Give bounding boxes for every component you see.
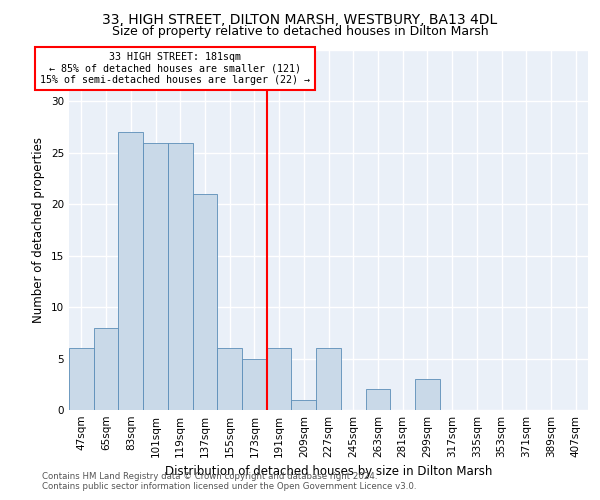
Bar	[365, 390, 390, 410]
Bar	[242, 358, 267, 410]
Text: 33, HIGH STREET, DILTON MARSH, WESTBURY, BA13 4DL: 33, HIGH STREET, DILTON MARSH, WESTBURY,…	[103, 12, 497, 26]
Bar	[69, 348, 94, 410]
Bar	[168, 142, 193, 410]
Bar	[292, 400, 316, 410]
Bar	[143, 142, 168, 410]
Text: Contains public sector information licensed under the Open Government Licence v3: Contains public sector information licen…	[42, 482, 416, 491]
Bar	[118, 132, 143, 410]
Text: Size of property relative to detached houses in Dilton Marsh: Size of property relative to detached ho…	[112, 25, 488, 38]
Bar	[193, 194, 217, 410]
Bar	[267, 348, 292, 410]
X-axis label: Distribution of detached houses by size in Dilton Marsh: Distribution of detached houses by size …	[165, 466, 492, 478]
Y-axis label: Number of detached properties: Number of detached properties	[32, 137, 46, 323]
Text: 33 HIGH STREET: 181sqm
← 85% of detached houses are smaller (121)
15% of semi-de: 33 HIGH STREET: 181sqm ← 85% of detached…	[40, 52, 310, 86]
Bar	[217, 348, 242, 410]
Text: Contains HM Land Registry data © Crown copyright and database right 2024.: Contains HM Land Registry data © Crown c…	[42, 472, 377, 481]
Bar	[316, 348, 341, 410]
Bar	[94, 328, 118, 410]
Bar	[415, 379, 440, 410]
